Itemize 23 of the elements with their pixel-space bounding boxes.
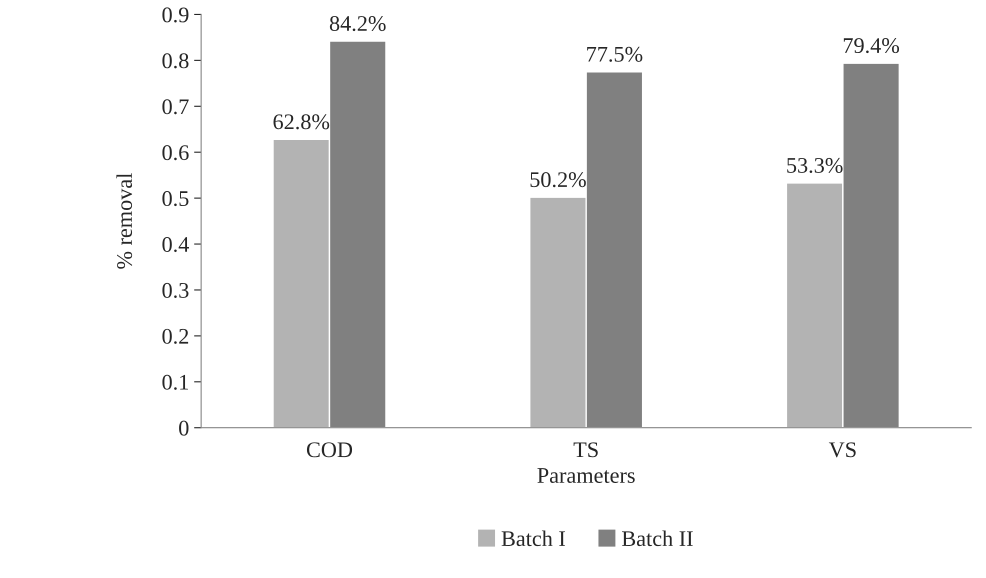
data-label: 50.2% [530, 172, 586, 188]
data-label: 77.5% [587, 46, 642, 62]
y-tick-label: 0.8 [162, 53, 188, 68]
y-axis-title: % removal [116, 173, 132, 269]
data-label: 62.8% [274, 114, 330, 130]
x-tick-label: COD [306, 442, 352, 458]
y-tick-label: 0.2 [162, 328, 188, 344]
legend-label: Batch II [622, 530, 693, 546]
y-tick-label: 0.4 [162, 236, 189, 252]
y-tick-label: 0.9 [162, 7, 188, 22]
x-axis-title: Parameters [537, 468, 635, 483]
y-tick-label: 0.7 [162, 99, 189, 114]
legend-label: Batch I [502, 530, 566, 546]
y-tick-label: 0.6 [162, 145, 189, 160]
x-tick-label: VS [828, 442, 856, 458]
data-label: 53.3% [787, 158, 843, 173]
y-tick-label: 0.3 [162, 282, 188, 298]
y-tick-label: 0.5 [162, 191, 188, 206]
data-label: 84.2% [330, 16, 386, 32]
x-tick-label: TS [574, 442, 598, 458]
data-label: 79.4% [844, 38, 900, 54]
y-tick-label: 0.1 [162, 374, 188, 390]
y-tick-label: 0 [179, 420, 188, 436]
